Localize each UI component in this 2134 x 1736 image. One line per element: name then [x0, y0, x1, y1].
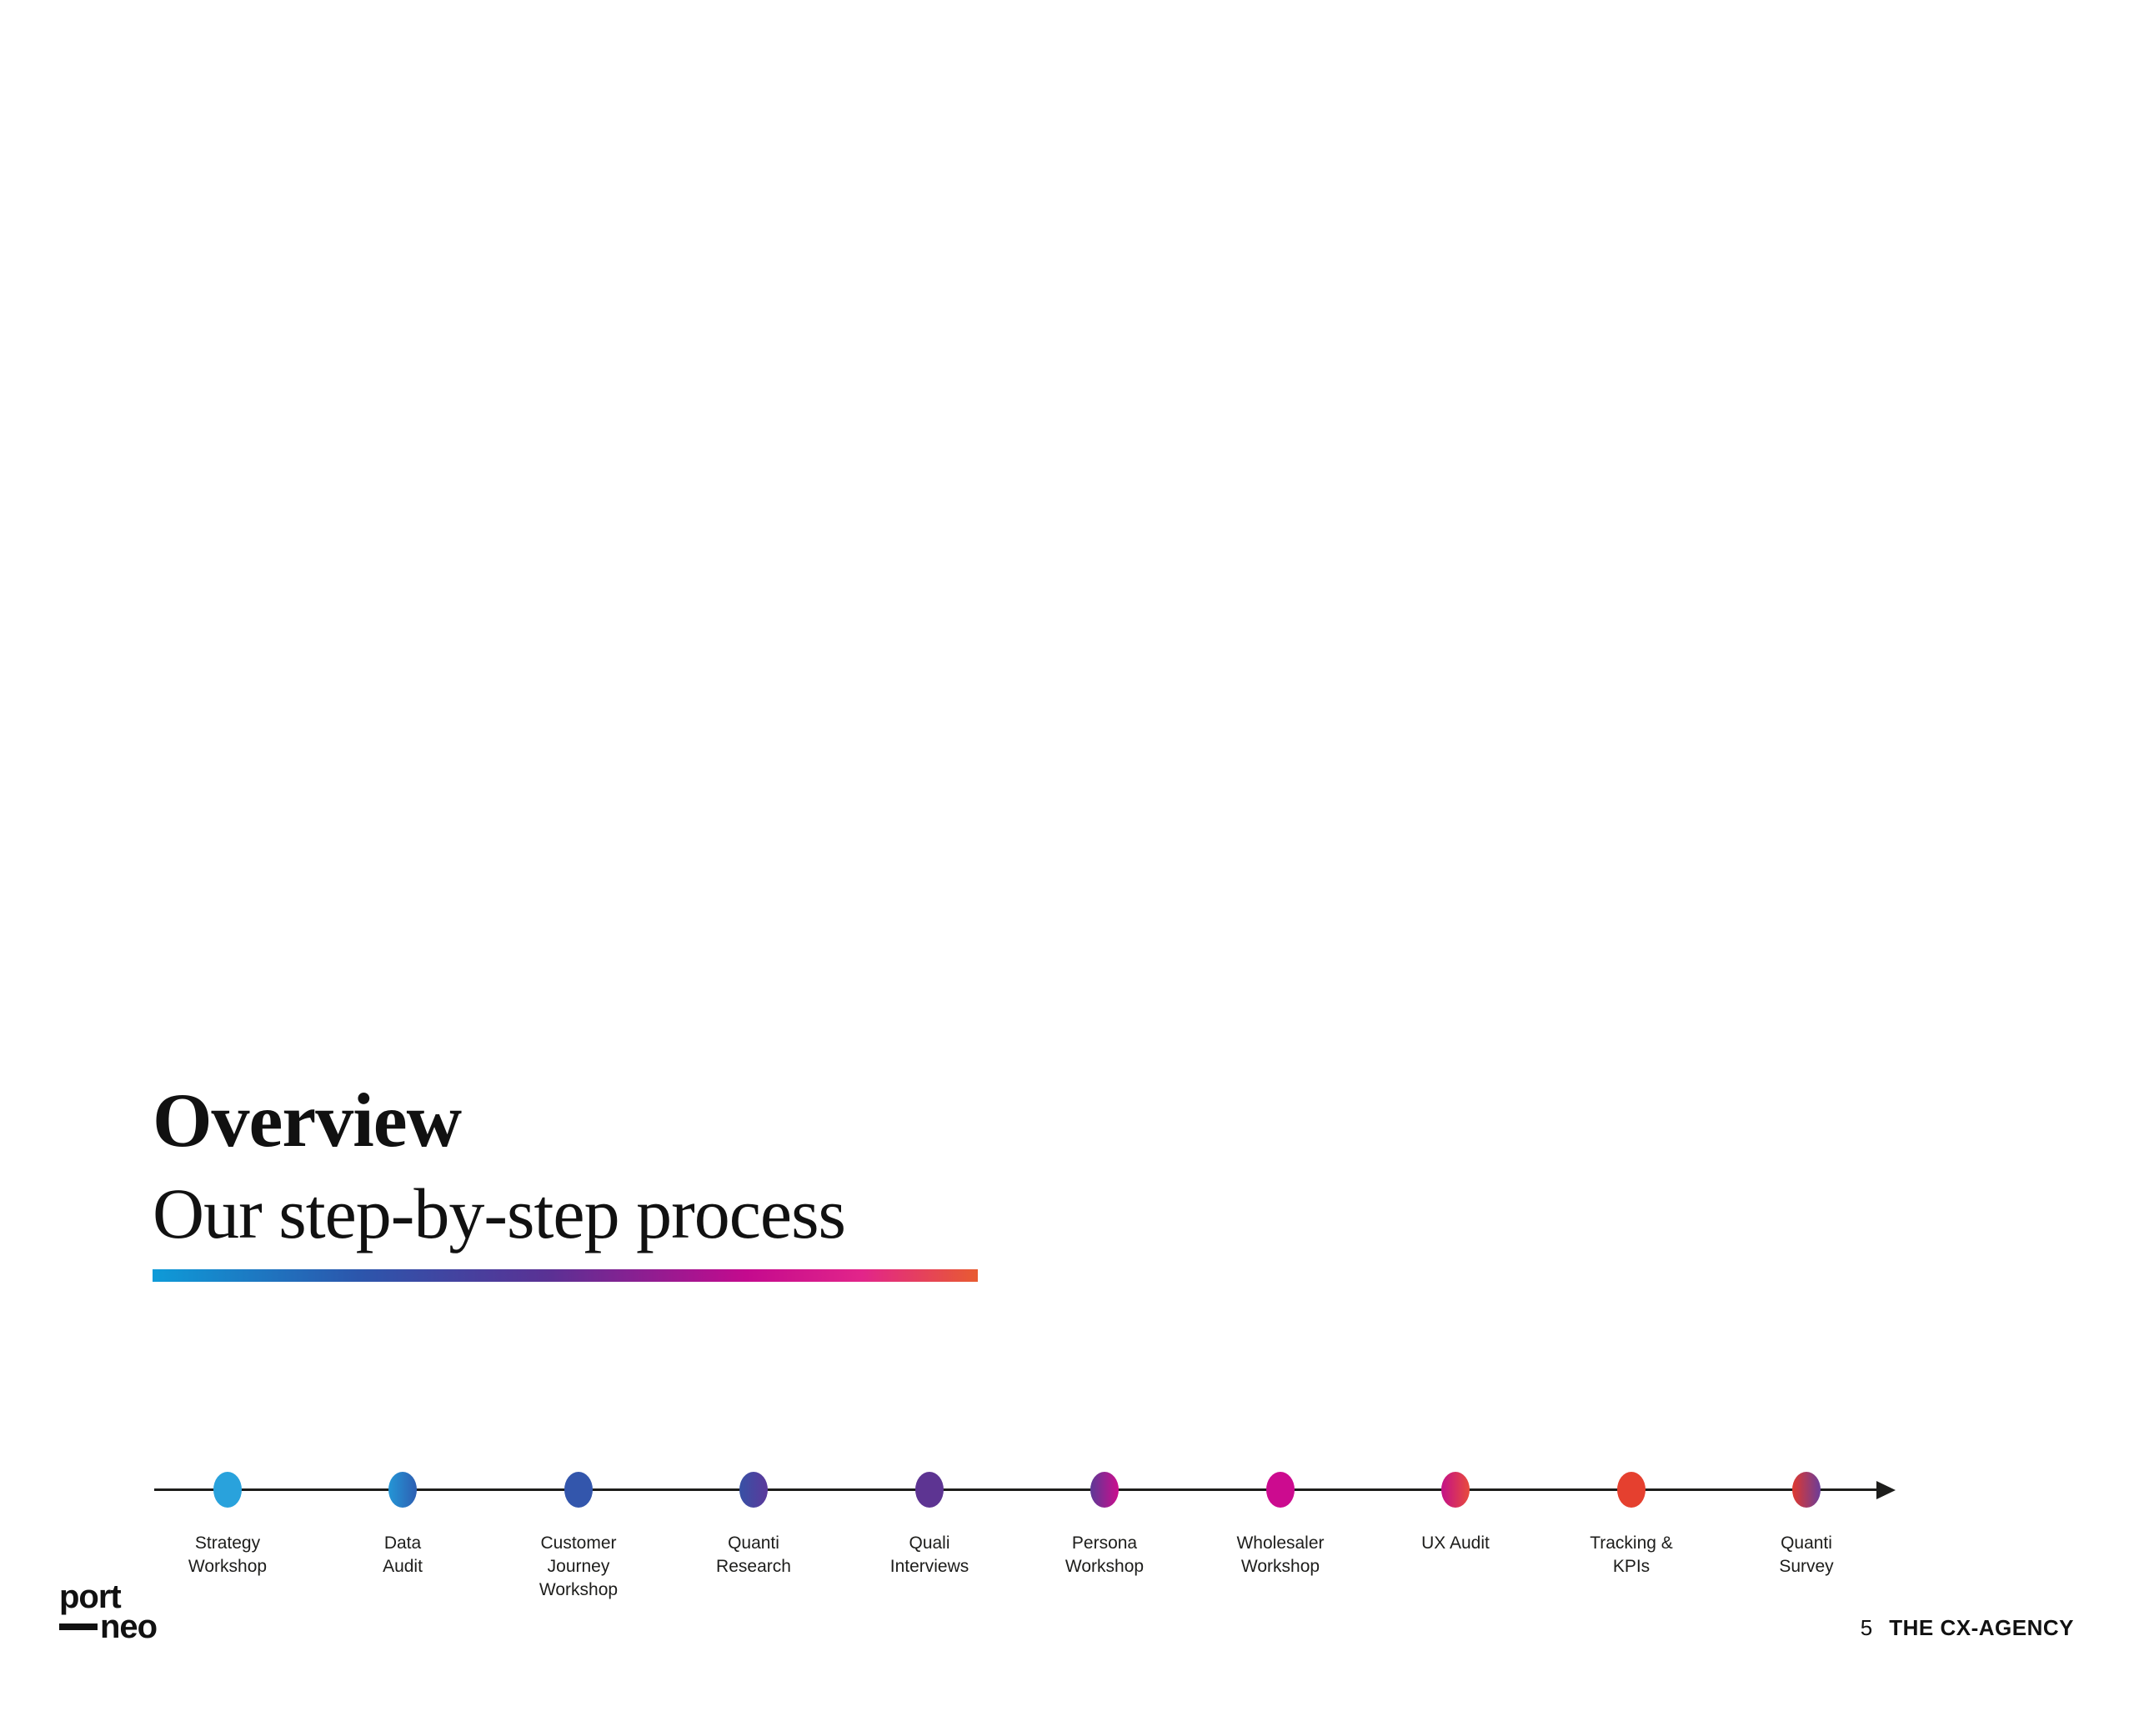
step-label: Strategy Workshop [188, 1533, 268, 1576]
step-dot [915, 1472, 944, 1508]
step-label: Customer Journey Workshop [539, 1533, 619, 1599]
step-label: Persona Workshop [1064, 1533, 1145, 1576]
step-label: Quali Interviews [889, 1533, 969, 1576]
step-label: Quanti Research [716, 1533, 791, 1576]
step-dot [1792, 1472, 1821, 1508]
step-label: Wholesaler Workshop [1236, 1533, 1325, 1576]
step-label: Data Audit [383, 1533, 423, 1576]
logo-text-top: port [59, 1578, 122, 1615]
title-block: Overview Our step-by-step process [153, 1080, 1153, 1251]
step-dot [1266, 1472, 1295, 1508]
logo-text-bottom: neo [100, 1608, 158, 1645]
logo-dash-icon [59, 1623, 98, 1630]
step-dot [388, 1472, 417, 1508]
step-label: Tracking & KPIs [1590, 1533, 1673, 1576]
step-dot [564, 1472, 593, 1508]
page-number: 5 [1860, 1615, 1873, 1640]
step-label: Quanti Survey [1779, 1533, 1834, 1576]
brand-name: THE CX-AGENCY [1889, 1615, 2074, 1640]
page-subtitle: Our step-by-step process [153, 1173, 846, 1253]
portneo-logo: port neo [59, 1578, 158, 1645]
step-dot [1090, 1472, 1119, 1508]
timeline-axis [154, 1488, 1881, 1491]
page-title: Overview [153, 1078, 462, 1163]
step-dot [213, 1472, 242, 1508]
step-dot [1441, 1472, 1470, 1508]
step-label: UX Audit [1421, 1533, 1490, 1553]
step-dot [739, 1472, 768, 1508]
accent-gradient-bar [153, 1269, 978, 1282]
step-dot [1617, 1472, 1646, 1508]
arrow-right-icon [1876, 1481, 1896, 1499]
page-info: 5 THE CX-AGENCY [1861, 1615, 2074, 1641]
